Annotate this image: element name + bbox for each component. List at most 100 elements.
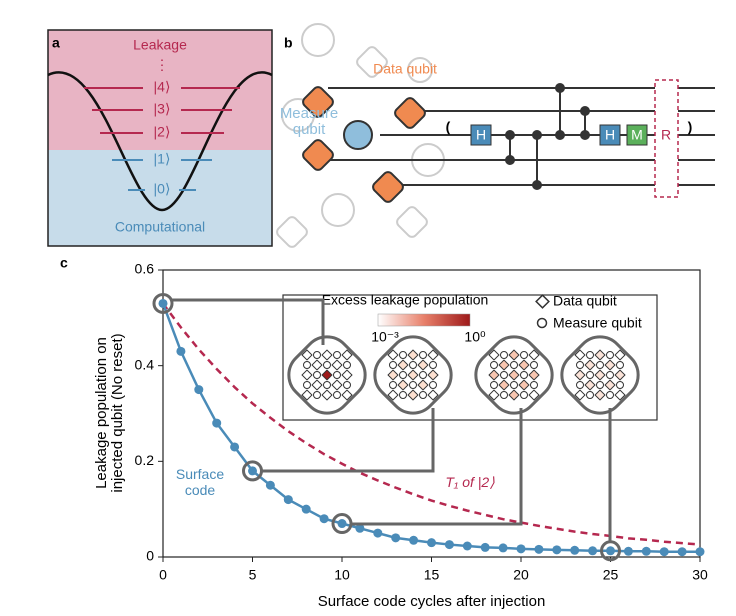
lattice-data-qubit	[584, 379, 596, 391]
lattice-measure-qubit	[510, 361, 518, 369]
data-point	[659, 547, 669, 557]
y-tick-label: 0.6	[135, 261, 155, 277]
y-tick-label: 0.2	[135, 452, 155, 468]
lattice-measure-qubit	[520, 391, 528, 399]
lattice-measure-qubit	[419, 371, 427, 379]
data-point	[516, 544, 526, 554]
data-point	[301, 504, 311, 514]
data-point	[498, 543, 508, 553]
lattice-data-qubit	[407, 349, 419, 361]
lattice-measure-qubit	[409, 381, 417, 389]
lattice-measure-qubit	[303, 381, 311, 389]
legend-marker	[536, 317, 548, 329]
connectors	[172, 298, 612, 542]
data-point	[444, 540, 454, 550]
controlled-gates	[505, 83, 590, 190]
data-point	[480, 542, 490, 552]
gate-label: M	[631, 127, 643, 143]
highlight-ring	[152, 292, 174, 314]
lattice-measure-qubit	[606, 391, 614, 399]
data-point	[194, 385, 204, 395]
colorbar	[377, 313, 471, 327]
lattice-data-qubit	[574, 369, 586, 381]
data-point	[606, 546, 615, 556]
bracket: (	[446, 119, 451, 135]
gate-box	[626, 124, 648, 146]
data-point	[534, 544, 544, 554]
computational-label: Computational	[115, 219, 205, 235]
lattice-data-qubit	[594, 389, 606, 401]
lattice-data-qubit	[321, 369, 333, 381]
potential-well	[47, 71, 273, 212]
lattice-measure-qubit	[389, 381, 397, 389]
data-point	[265, 480, 275, 490]
lattice-data-qubit	[604, 359, 616, 371]
data-point	[230, 442, 240, 452]
lattice-measure-qubit	[520, 351, 528, 359]
lattice-data-qubit	[407, 369, 419, 381]
lattice-measure-qubit	[333, 351, 341, 359]
lattice-data-qubit	[387, 349, 399, 361]
lattice-data-qubit	[594, 369, 606, 381]
lattice-measure-qubit	[343, 361, 351, 369]
lattice-measure-qubit	[520, 371, 528, 379]
lattice-data-qubit	[604, 379, 616, 391]
measure-qubit-label: Measure qubit	[279, 105, 339, 138]
level-label: |1⟩	[154, 151, 171, 167]
level-label: |0⟩	[154, 181, 171, 197]
lattice-data-qubit	[331, 379, 343, 391]
data-point	[373, 528, 383, 538]
lattice-measure-qubit	[399, 351, 407, 359]
data-point	[391, 533, 401, 543]
lattice-measure-qubit	[429, 361, 437, 369]
reset-box	[654, 79, 679, 198]
highlight-ring	[242, 460, 263, 482]
lattice-data-qubit	[488, 349, 500, 361]
lattice-data-qubit	[508, 389, 520, 401]
lattice-measure-qubit	[303, 361, 311, 369]
lattice-measure-qubit	[606, 371, 614, 379]
data-point	[248, 466, 257, 476]
data-point	[588, 546, 598, 556]
lattice-measure-qubit	[596, 361, 604, 369]
lattice-measure-qubit	[343, 381, 351, 389]
bracket: )	[688, 119, 693, 135]
x-tick-label: 10	[334, 567, 350, 583]
y-tick-label: 0	[146, 548, 154, 564]
lattice-measure-qubit	[323, 361, 331, 369]
lattice-data-qubit	[614, 389, 626, 401]
lattice-measure-qubit	[429, 381, 437, 389]
lattice-measure-qubit	[616, 361, 624, 369]
circuit-wires	[328, 87, 715, 186]
lattice-data-qubit	[301, 349, 313, 361]
lattice-measure-qubit	[399, 391, 407, 399]
lattice-data-qubit	[321, 389, 333, 401]
lattice-measure-qubit	[586, 391, 594, 399]
lattice-measure-qubit	[409, 361, 417, 369]
y-tick-label: 0.4	[135, 356, 155, 372]
data-point	[695, 547, 705, 557]
lattice-data-qubit	[508, 349, 520, 361]
leakage-levels	[84, 87, 240, 134]
gate-box	[470, 124, 492, 146]
lattice-data-qubit	[614, 369, 626, 381]
data-point	[409, 535, 419, 545]
data-point	[283, 495, 293, 505]
lattice-data-qubit	[397, 359, 409, 371]
lattice-data-qubit	[301, 369, 313, 381]
lattice-data-qubit	[508, 369, 520, 381]
lattice-data-qubit	[488, 389, 500, 401]
lattice-measure-qubit	[333, 391, 341, 399]
lattice-data-qubit	[528, 389, 540, 401]
lattice-data-qubit	[417, 379, 429, 391]
lattice-data-qubit	[417, 359, 429, 371]
lattice-measure-qubit	[323, 381, 331, 389]
gate-label: H	[605, 127, 615, 143]
lattice-data-qubit	[427, 369, 439, 381]
panel-label: c	[60, 255, 68, 271]
gate-label: R	[661, 127, 671, 143]
lattice-measure-qubit	[313, 371, 321, 379]
lattice-data-qubit	[427, 389, 439, 401]
lattice-measure-qubit	[530, 361, 538, 369]
